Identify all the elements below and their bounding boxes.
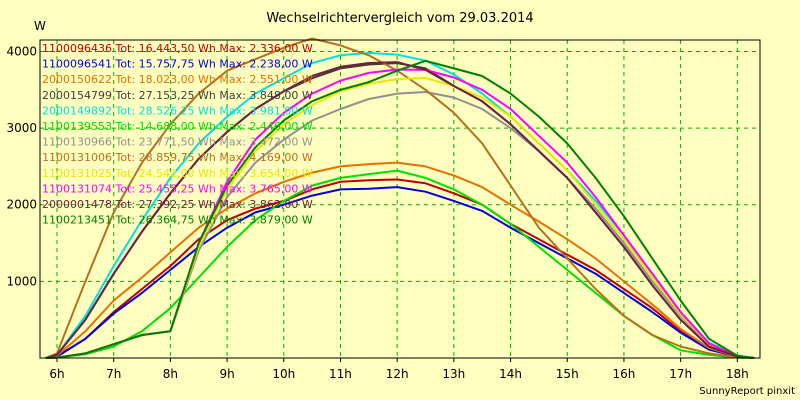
x-tick-label: 16h bbox=[612, 367, 635, 381]
legend-entry-1100131006: 1100131006 Tot: 28.859,75 Wh Max: 4.169,… bbox=[42, 151, 313, 164]
series-line-2000150622 bbox=[45, 161, 755, 359]
y-tick-label: 1000 bbox=[6, 274, 37, 288]
series-lines bbox=[45, 37, 755, 359]
x-tick-label: 10h bbox=[272, 367, 295, 381]
legend-entry-1100131025: 1100131025 Tot: 24.542,00 Wh Max: 3.654,… bbox=[42, 167, 313, 180]
x-tick-label: 15h bbox=[556, 367, 579, 381]
grid bbox=[40, 40, 760, 358]
series-line-1100096436 bbox=[45, 178, 755, 359]
legend-entry-1100139553: 1100139553 Tot: 14.688,00 Wh Max: 2.446,… bbox=[42, 120, 313, 133]
chart-title: Wechselrichtervergleich vom 29.03.2014 bbox=[266, 11, 533, 26]
legend-entry-1100096541: 1100096541 Tot: 15.757,75 Wh Max: 2.238,… bbox=[42, 58, 313, 71]
y-tick-label: 3000 bbox=[6, 121, 37, 135]
legend-entry-2000154799: 2000154799 Tot: 27.153,25 Wh Max: 3.848,… bbox=[42, 89, 313, 102]
plot-area-frame bbox=[39, 39, 761, 359]
x-tick-label: 13h bbox=[442, 367, 465, 381]
x-tick-label: 11h bbox=[329, 367, 352, 381]
x-tick-label: 9h bbox=[219, 367, 234, 381]
legend-entry-1100130966: 1100130966 Tot: 23.771,50 Wh Max: 3.472,… bbox=[42, 136, 313, 149]
x-axis-ticks: 6h 7h 8h 9h 10h 11h 12h 13h 14h 15h 16h 17h 18h bbox=[49, 358, 749, 381]
legend-entry-1100096436: 1100096436 Tot: 16.443,50 Wh Max: 2.336,… bbox=[42, 42, 313, 55]
y-axis-ticks: 1000 2000 3000 4000 bbox=[6, 44, 37, 288]
series-line-1100213451 bbox=[45, 59, 755, 359]
footer-credit: SunnyReport pinxit bbox=[699, 386, 795, 397]
legend: 1100096436 Tot: 16.443,50 Wh Max: 2.336,… bbox=[42, 42, 313, 227]
x-tick-label: 14h bbox=[499, 367, 522, 381]
x-tick-label: 18h bbox=[726, 367, 749, 381]
series-line-2000001478 bbox=[45, 61, 755, 359]
y-tick-label: 4000 bbox=[6, 44, 37, 58]
x-tick-label: 17h bbox=[669, 367, 692, 381]
y-axis-unit: W bbox=[34, 19, 46, 33]
series-line-1100096541 bbox=[45, 186, 755, 359]
y-tick-label: 2000 bbox=[6, 198, 37, 212]
legend-entry-2000150622: 2000150622 Tot: 18.023,00 Wh Max: 2.551,… bbox=[42, 73, 313, 86]
x-tick-label: 8h bbox=[163, 367, 178, 381]
x-tick-label: 7h bbox=[106, 367, 121, 381]
x-tick-label: 12h bbox=[386, 367, 409, 381]
x-tick-label: 6h bbox=[49, 367, 64, 381]
legend-entry-1100131074: 1100131074 Tot: 25.455,25 Wh Max: 3.765,… bbox=[42, 182, 313, 195]
legend-entry-1100213451: 1100213451 Tot: 26.364,75 Wh Max: 3.879,… bbox=[42, 214, 313, 227]
legend-entry-2000001478: 2000001478 Tot: 27.392,25 Wh Max: 3.862,… bbox=[42, 198, 313, 211]
legend-entry-2000149892: 2000149892 Tot: 28.526,25 Wh Max: 3.981,… bbox=[42, 104, 313, 117]
